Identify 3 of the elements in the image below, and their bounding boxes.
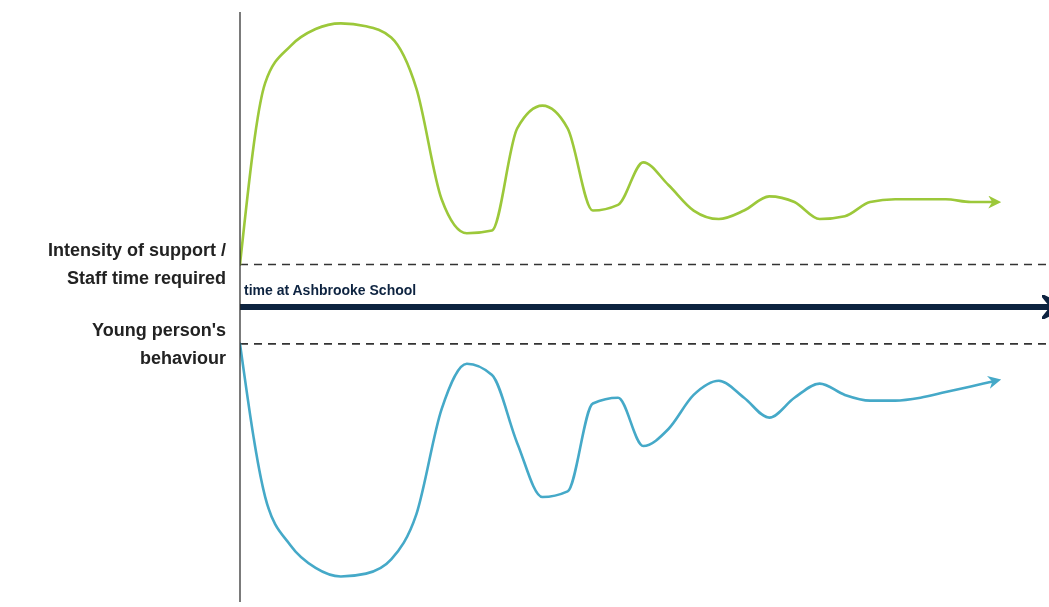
ref-line-label: Young person's behaviour xyxy=(92,319,226,368)
ref-line-label: Intensity of support / Staff time required xyxy=(48,240,226,289)
x-axis-title: time at Ashbrooke School xyxy=(244,282,417,298)
